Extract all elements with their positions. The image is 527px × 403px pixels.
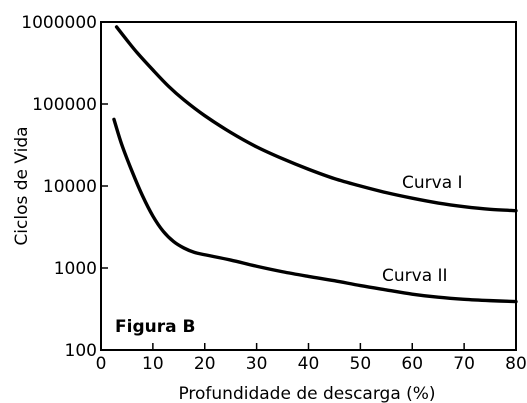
y-tick-label: 100000	[32, 95, 97, 115]
y-tick-label: 100	[65, 341, 97, 361]
x-tick-label: 30	[246, 354, 268, 374]
curve-label-curva-i: Curva I	[402, 173, 463, 193]
y-axis-ticks: 100 1000 10000 100000 1000000	[21, 13, 108, 361]
y-tick-label: 10000	[43, 177, 97, 197]
y-tick-label: 1000	[54, 259, 97, 279]
x-tick-label: 20	[194, 354, 216, 374]
y-tick-label: 1000000	[21, 13, 97, 33]
x-tick-label: 50	[350, 354, 372, 374]
figure-label: Figura B	[115, 317, 195, 337]
series-line-curva-ii	[112, 117, 518, 304]
x-tick-label: 40	[298, 354, 320, 374]
y-axis-title: Ciclos de Vida	[12, 126, 32, 245]
x-tick-label: 60	[401, 354, 423, 374]
x-tick-label: 70	[453, 354, 475, 374]
x-axis-title: Profundidade de descarga (%)	[178, 384, 435, 403]
series-layer	[112, 25, 518, 304]
series-line-curva-i	[114, 25, 518, 213]
x-tick-label: 80	[505, 354, 527, 374]
curve-label-curva-ii: Curva II	[382, 266, 448, 286]
x-axis-ticks: 0 10 20 30 40 50 60 70 80	[96, 343, 527, 374]
x-tick-label: 0	[96, 354, 107, 374]
x-tick-label: 10	[142, 354, 164, 374]
